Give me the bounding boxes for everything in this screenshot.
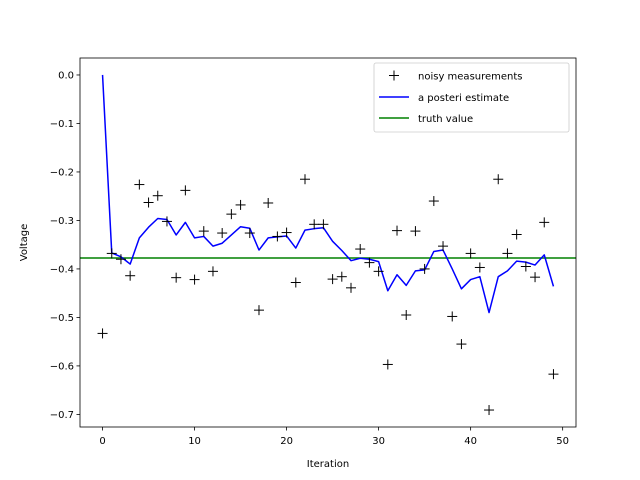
y-tick-label: 0.0 (58, 70, 74, 81)
measurement-point (456, 339, 467, 350)
measurement-point (272, 231, 283, 242)
x-axis: 0 10 20 30 40 50 (99, 427, 569, 447)
measurement-point (392, 225, 403, 236)
y-tick-label: −0.6 (50, 361, 74, 372)
x-tick-label: 10 (188, 436, 201, 447)
y-tick-label: −0.2 (50, 167, 74, 178)
x-tick-label: 40 (464, 436, 477, 447)
y-tick-label: −0.7 (50, 410, 74, 421)
x-tick-label: 50 (556, 436, 569, 447)
measurement-point (401, 309, 412, 320)
measurement-point (428, 196, 439, 207)
measurement-point (355, 244, 366, 255)
legend: noisy measurements a posteri estimate tr… (373, 62, 570, 133)
measurement-point (207, 266, 218, 277)
x-tick-label: 30 (372, 436, 385, 447)
measurement-point (382, 359, 393, 370)
estimate-line (101, 74, 555, 314)
y-tick-label: −0.3 (50, 216, 74, 227)
x-tick-label: 20 (280, 436, 293, 447)
measurement-point (346, 282, 357, 293)
measurement-point (493, 174, 504, 185)
measurement-point (253, 305, 264, 316)
legend-box (373, 62, 570, 133)
measurement-point (171, 272, 182, 283)
measurement-point (189, 274, 200, 285)
legend-label-noisy: noisy measurements (418, 72, 523, 83)
measurement-point (143, 197, 154, 208)
measurement-point (474, 262, 485, 273)
measurement-point (465, 248, 476, 259)
measurement-point (447, 311, 458, 322)
y-axis-label: Voltage (19, 224, 30, 262)
measurement-point (161, 216, 172, 227)
measurement-point (511, 229, 522, 240)
measurement-point (530, 272, 541, 283)
measurement-point (152, 190, 163, 201)
measurement-point (244, 228, 255, 239)
measurement-point (364, 257, 375, 268)
legend-label-truth: truth value (418, 114, 473, 125)
measurement-point (373, 266, 384, 277)
measurement-point (438, 241, 449, 252)
measurement-point (97, 328, 108, 339)
legend-label-estimate: a posteri estimate (418, 93, 509, 104)
measurement-point (235, 199, 246, 210)
x-tick-label: 0 (99, 436, 105, 447)
y-axis: 0.0 −0.1 −0.2 −0.3 −0.4 −0.5 −0.6 −0.7 (50, 70, 80, 421)
measurement-point (226, 209, 237, 220)
y-tick-label: −0.5 (50, 313, 74, 324)
measurement-point (106, 248, 117, 259)
measurement-point (520, 261, 531, 272)
plot-frame (79, 57, 577, 428)
measurement-point (217, 228, 228, 239)
measurement-point (290, 277, 301, 288)
x-axis-label: Iteration (307, 459, 349, 470)
measurement-point (484, 405, 495, 416)
measurement-point (318, 219, 329, 230)
measurement-point (539, 217, 550, 228)
measurement-layer (97, 174, 559, 416)
measurement-point (548, 369, 559, 380)
measurement-point (263, 197, 274, 208)
measurement-point (115, 254, 126, 265)
measurement-point (502, 248, 513, 259)
estimate-layer (101, 74, 555, 314)
measurement-point (309, 219, 320, 230)
legend-marker-noisy (389, 70, 399, 81)
measurement-point (327, 274, 338, 285)
measurement-point (134, 179, 145, 190)
measurement-point (281, 227, 292, 238)
measurement-point (299, 174, 310, 185)
measurement-point (336, 271, 347, 282)
y-tick-label: −0.1 (50, 119, 74, 130)
measurement-point (180, 185, 191, 196)
measurement-point (419, 263, 430, 274)
y-tick-label: −0.4 (50, 264, 74, 275)
measurement-point (410, 226, 421, 237)
measurement-point (198, 226, 209, 237)
measurement-point (125, 270, 136, 281)
